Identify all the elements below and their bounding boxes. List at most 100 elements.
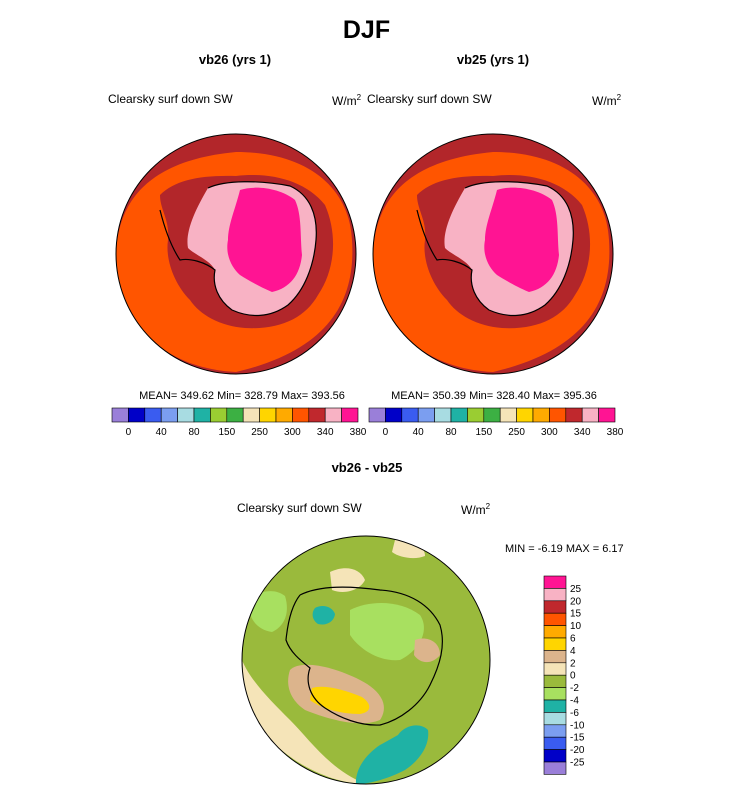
panel3-colorbar-box: [543, 687, 567, 701]
panel2-colorbar-box: [401, 407, 419, 423]
panel3-colorbar-tick-label: 20: [570, 596, 582, 607]
panel3-region-light-green-1: [248, 591, 287, 632]
panel2-colorbar-tick-label: 0: [383, 427, 389, 438]
panel2-colorbar-box: [598, 407, 616, 423]
panel1-colorbar-tick-label: 150: [218, 427, 235, 438]
panel3-colorbar-tick-label: 4: [570, 646, 576, 657]
panel3-colorbar-box: [543, 674, 567, 688]
panel2-region-plateau: [484, 187, 559, 292]
panel1-colorbar-box: [177, 407, 195, 423]
panel3-stats: MIN = -6.19 MAX = 6.17: [505, 543, 624, 555]
panel3-colorbar-box: [543, 761, 567, 775]
panel2-colorbar-tick-label: 340: [574, 427, 591, 438]
panel3-colorbar-box: [543, 612, 567, 626]
panel3-colorbar-tick-label: 2: [570, 658, 576, 669]
panel3-variable-label: Clearsky surf down SW: [237, 501, 362, 515]
panel1-colorbar-box: [341, 407, 359, 423]
panel3-colorbar-tick-label: -6: [570, 708, 579, 719]
panel3-colorbar-tick-label: -25: [570, 758, 585, 769]
panel3-region-tan-north: [330, 568, 365, 592]
panel2-colorbar-box: [516, 407, 534, 423]
panel1-colorbar-box: [160, 407, 178, 423]
panel1-stats: MEAN= 349.62 Min= 328.79 Max= 393.56: [139, 390, 345, 402]
panel3-colorbar-box: [543, 650, 567, 664]
panel3-colorbar-tick-label: 15: [570, 609, 582, 620]
panel1-colorbar-tick-label: 340: [317, 427, 334, 438]
panel2-colorbar-box: [581, 407, 599, 423]
panel3-colorbar-tick-label: 25: [570, 584, 582, 595]
panel2-colorbar-tick-label: 380: [607, 427, 624, 438]
panel2-colorbar-tick-label: 40: [413, 427, 425, 438]
panel3-colorbar-tick-label: -2: [570, 683, 579, 694]
panel2-colorbar-box: [467, 407, 485, 423]
panel3-colorbar-tick-label: -15: [570, 733, 585, 744]
panel1-colorbar-tick-label: 40: [156, 427, 168, 438]
panel3-colorbar-box: [543, 699, 567, 713]
panel3-region-anomaly-teal: [355, 725, 429, 784]
panel1-colorbar-box: [259, 407, 277, 423]
panel3-region-small-teal: [312, 606, 335, 625]
panel1-colorbar-box: [144, 407, 162, 423]
panel2-colorbar-tick-label: 250: [508, 427, 525, 438]
panel1-colorbar-box: [111, 407, 129, 423]
panel3-colorbar-box: [543, 588, 567, 602]
panel2-colorbar-box: [368, 407, 386, 423]
panel2-colorbar-box: [385, 407, 403, 423]
panel1-colorbar-tick-label: 0: [126, 427, 132, 438]
panel1-colorbar-box: [275, 407, 293, 423]
panel3-region-south-west: [242, 660, 366, 784]
panel3-colorbar-box: [543, 749, 567, 763]
panel3-colorbar-box: [543, 625, 567, 639]
panel1-colorbar-box: [242, 407, 260, 423]
panel1-map-border: [115, 133, 357, 375]
panel2-map-border: [372, 133, 614, 375]
panel2-colorbar-box: [532, 407, 550, 423]
panel2-colorbar-box: [499, 407, 517, 423]
panel1-coastline: [159, 181, 317, 316]
panel3-colorbar-box: [543, 712, 567, 726]
panel1-colorbar-tick-label: 80: [188, 427, 200, 438]
panel2-colorbar-tick-label: 80: [445, 427, 457, 438]
panel3-colorbar-box: [543, 662, 567, 676]
panel3-map-border: [241, 535, 491, 785]
panel1-colorbar-box: [324, 407, 342, 423]
panel3-units: W/m2: [461, 502, 491, 517]
panel1-region-plateau: [227, 187, 302, 292]
panel1-colorbar: 0 40 80 150 250 300 340 380: [111, 407, 367, 438]
panel2-colorbar-tick-label: 150: [475, 427, 492, 438]
panel1-colorbar-tick-label: 300: [284, 427, 301, 438]
panel3-colorbar-box: [543, 736, 567, 750]
panel1-units: W/m2: [332, 93, 362, 108]
panel1-colorbar-box: [210, 407, 228, 423]
panel3-colorbar-box: [543, 575, 567, 589]
panel2-units: W/m2: [592, 93, 622, 108]
panel1-colorbar-box: [292, 407, 310, 423]
panel2-colorbar-box: [434, 407, 452, 423]
panel3-colorbar-tick-label: 0: [570, 671, 576, 682]
panel2-colorbar-tick-label: 300: [541, 427, 558, 438]
panel2-colorbar-box: [549, 407, 567, 423]
panel1-colorbar-box: [128, 407, 146, 423]
panel3-region-light-green-2: [350, 603, 424, 661]
main-title: DJF: [342, 16, 391, 44]
panel3-colorbar-box: [543, 600, 567, 614]
panel3-region-base: [242, 536, 490, 784]
panel2-stats: MEAN= 350.39 Min= 328.40 Max= 395.36: [391, 390, 597, 402]
panel1-colorbar-tick-label: 380: [350, 427, 367, 438]
panel3-colorbar-tick-label: -10: [570, 720, 585, 731]
panel1-map: [115, 133, 357, 375]
panel1-title: vb26 (yrs 1): [198, 52, 272, 67]
panel2-colorbar-box: [565, 407, 583, 423]
panel3-colorbar-tick-label: 6: [570, 634, 576, 645]
panel1-variable-label: Clearsky surf down SW: [108, 92, 233, 106]
panel2-coastline: [416, 181, 574, 316]
panel2-colorbar-box: [450, 407, 468, 423]
panel3-coastline: [285, 586, 443, 726]
panel3-colorbar-box: [543, 724, 567, 738]
panel3-map: [241, 535, 491, 785]
panel2-map: [372, 133, 614, 375]
panel1-colorbar-box: [308, 407, 326, 423]
panel2-variable-label: Clearsky surf down SW: [367, 92, 492, 106]
